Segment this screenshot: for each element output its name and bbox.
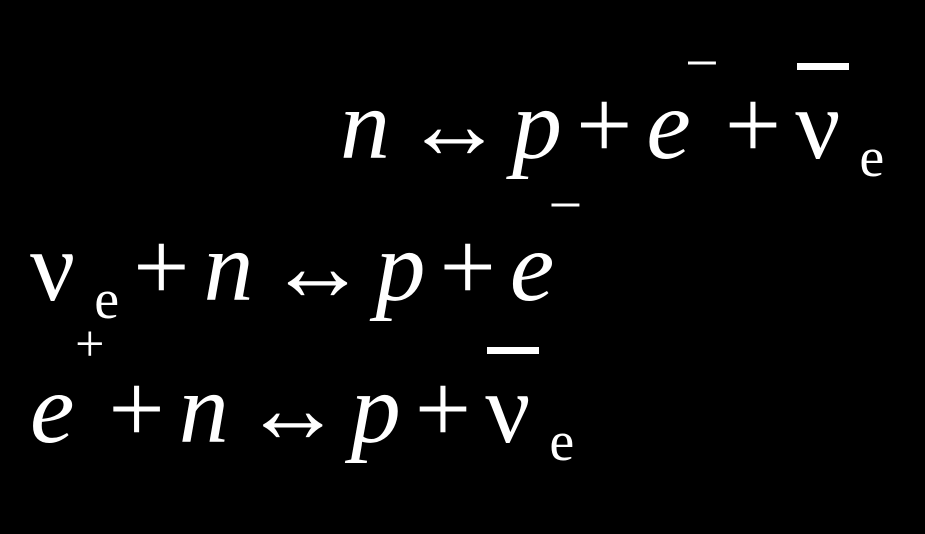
symbol-doublearrow: ↔ xyxy=(267,217,361,317)
subscript-e: e xyxy=(859,127,884,189)
symbol-plus: + xyxy=(415,359,471,459)
overbar xyxy=(487,347,539,354)
symbol-e-minus: e − xyxy=(510,217,554,317)
superscript-minus: − xyxy=(548,175,582,235)
symbol-plus: + xyxy=(439,217,495,317)
symbol-n: n xyxy=(203,217,253,317)
equation-row: ν e + n ↔ p + e − xyxy=(30,217,925,317)
symbol-doublearrow: ↔ xyxy=(243,359,337,459)
symbol-plus: + xyxy=(108,359,164,459)
symbol-p: p xyxy=(512,75,562,175)
symbol-nu: ν xyxy=(795,69,840,180)
symbol-antineutrino-e: ν e xyxy=(485,359,574,459)
superscript-minus: − xyxy=(685,33,719,93)
equation-row: e + + n ↔ p + ν e xyxy=(30,359,925,459)
symbol-nu: ν xyxy=(485,353,530,464)
symbol-antineutrino-e: ν e xyxy=(795,75,884,175)
symbol-e-plus: e + xyxy=(30,359,74,459)
equation-row: n ↔ p + e − + ν e xyxy=(30,75,925,175)
symbol-e: e xyxy=(30,353,74,464)
superscript-plus: + xyxy=(75,319,104,371)
symbol-doublearrow: ↔ xyxy=(404,75,498,175)
overbar xyxy=(797,63,849,70)
symbol-n: n xyxy=(340,75,390,175)
equations-block: n ↔ p + e − + ν e ν e + n ↔ p + e − e xyxy=(0,0,925,534)
symbol-plus: + xyxy=(133,217,189,317)
symbol-plus: + xyxy=(576,75,632,175)
symbol-plus: + xyxy=(725,75,781,175)
symbol-n: n xyxy=(179,359,229,459)
symbol-nu: ν xyxy=(30,211,75,322)
symbol-neutrino-e: ν e xyxy=(30,217,119,317)
symbol-p: p xyxy=(375,217,425,317)
subscript-e: e xyxy=(549,411,574,473)
symbol-p: p xyxy=(351,359,401,459)
symbol-e-minus: e − xyxy=(646,75,690,175)
